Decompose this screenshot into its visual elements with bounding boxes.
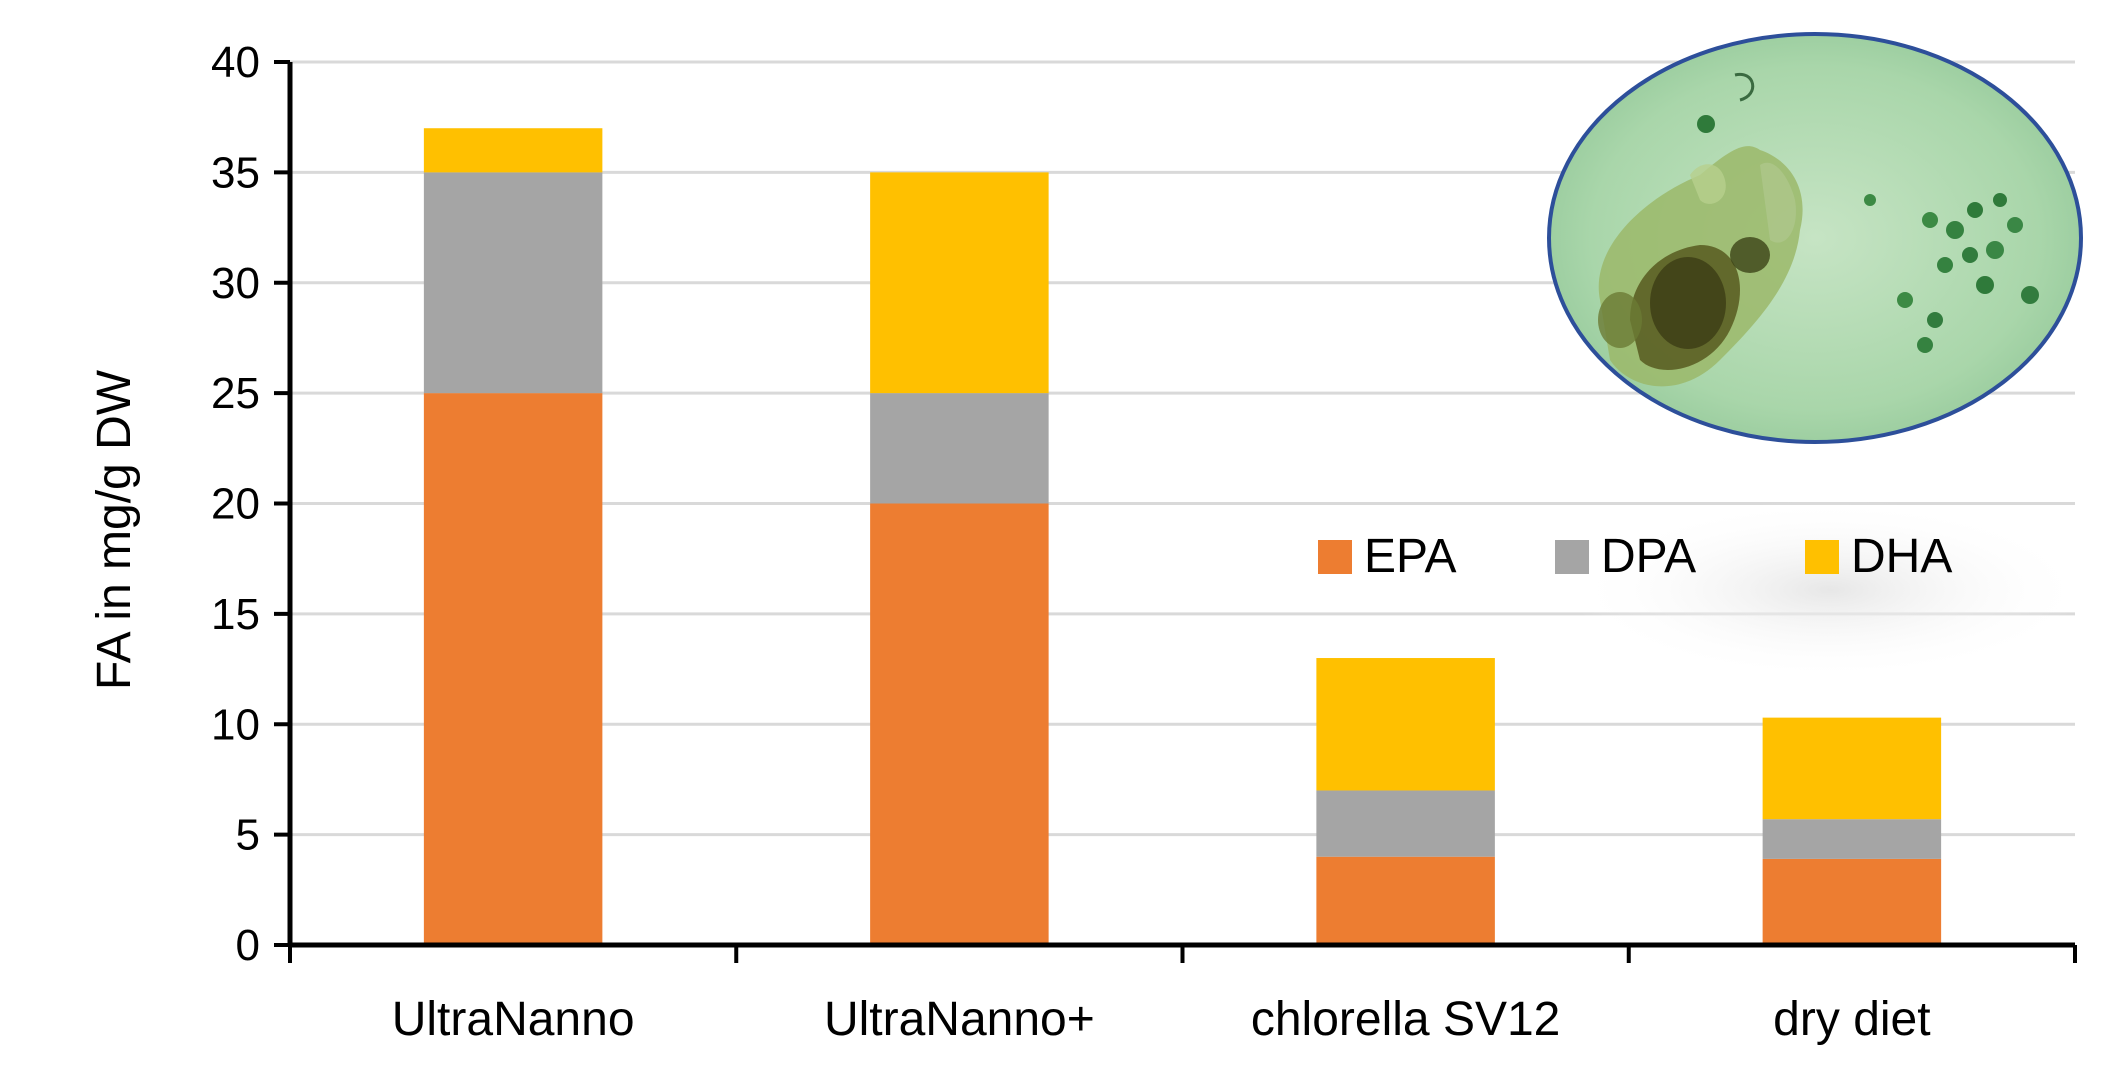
legend-swatch-epa: [1318, 540, 1352, 574]
y-tick-label: 0: [236, 921, 260, 970]
y-tick-label: 35: [211, 148, 260, 197]
bars: [423, 128, 1942, 945]
legend-label-dpa: DPA: [1601, 530, 1696, 583]
legend-swatch-dpa: [1555, 540, 1589, 574]
axes: 0 5 10 15 20 25 30 35 40 UltraNanno UltraNanno+ chl…: [211, 38, 2077, 1046]
bar-dpa-0: [423, 172, 603, 394]
x-tick-label: UltraNanno: [392, 993, 635, 1046]
y-tick-label: 30: [211, 259, 260, 308]
bar-dha-2: [1316, 658, 1495, 791]
x-tick-label: dry diet: [1773, 993, 1930, 1046]
y-tick-label: 5: [236, 811, 260, 860]
y-tick-label: 25: [211, 369, 260, 418]
bar-dpa-3: [1762, 819, 1942, 859]
bar-epa-2: [1316, 856, 1495, 945]
y-tick-label: 10: [211, 700, 260, 749]
bar-dpa-2: [1316, 790, 1495, 857]
y-tick-label: 40: [211, 38, 260, 87]
bar-dha-1: [870, 172, 1049, 394]
bar-epa-3: [1762, 858, 1942, 945]
y-axis-title: FA in mg/g DW: [88, 369, 141, 690]
y-tick-label: 15: [211, 590, 260, 639]
y-tick-label: 20: [211, 480, 260, 529]
x-tick-label: UltraNanno+: [824, 993, 1095, 1046]
legend-label-epa: EPA: [1364, 530, 1456, 583]
bar-dha-3: [1762, 717, 1942, 820]
legend: EPA DPA DHA: [1318, 500, 2090, 680]
bar-dha-0: [423, 128, 603, 173]
bar-dpa-1: [870, 393, 1049, 504]
bar-epa-1: [870, 503, 1049, 945]
bar-epa-0: [423, 393, 603, 945]
x-tick-label: chlorella SV12: [1251, 993, 1561, 1046]
rotifer-micrograph-image: [1547, 32, 2083, 444]
legend-label-dha: DHA: [1851, 530, 1952, 583]
legend-swatch-dha: [1805, 540, 1839, 574]
